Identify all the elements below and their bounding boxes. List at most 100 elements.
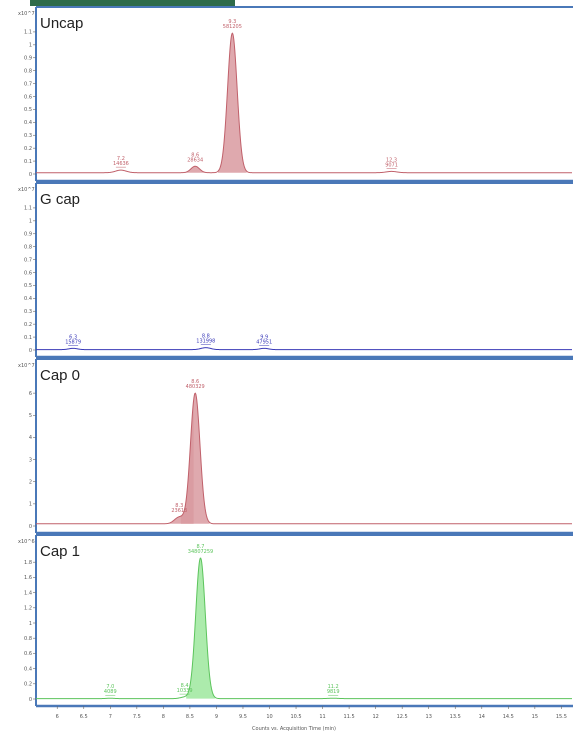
peak-label-rt: 8.6: [191, 379, 199, 385]
trace-line: [36, 347, 572, 351]
peak-label-area: 47951: [256, 339, 272, 345]
y-tick-label: 0.8: [24, 636, 32, 642]
trace-line: [36, 557, 572, 700]
y-tick-label: 1.6: [24, 575, 32, 581]
y-exponent-label: x10^7: [18, 187, 35, 193]
x-tick-label: 14.5: [503, 714, 514, 720]
y-tick-label: 0: [29, 697, 32, 703]
peak-label-area: 480329: [186, 384, 205, 390]
peak-label-rt: 8.7: [197, 544, 205, 550]
x-tick-label: 15: [532, 714, 538, 720]
y-tick-label: 0.5: [24, 283, 32, 289]
y-exponent-label: x10^7: [18, 11, 35, 17]
y-tick-label: 0.6: [24, 270, 32, 276]
x-tick-label: 15.5: [556, 714, 567, 720]
x-tick-label: 8.5: [186, 714, 194, 720]
x-tick-label: 9: [215, 714, 218, 720]
x-tick-label: 10: [266, 714, 272, 720]
y-tick-label: 1.1: [24, 206, 32, 212]
y-tick-label: 1: [29, 219, 32, 225]
x-tick-label: 10.5: [290, 714, 301, 720]
panel-2: 0 0.1 0.2 0.3 0.4 0.5 0.6 0.7 0.8 0.9 1 1.1 x10^7 G c…: [18, 182, 573, 359]
peak-label-rt: 8.4: [181, 683, 189, 689]
peak-label-area: 34807259: [188, 549, 213, 555]
y-tick-label: 6: [29, 391, 32, 397]
y-tick-label: 0.6: [24, 651, 32, 657]
y-tick-label: 0.9: [24, 232, 32, 238]
header-bar: [30, 0, 235, 6]
y-tick-label: 1: [29, 621, 32, 627]
y-tick-label: 1.4: [24, 590, 32, 596]
x-tick-label: 12: [372, 714, 378, 720]
panel-title: G cap: [40, 191, 80, 208]
y-tick-label: 4: [29, 435, 32, 441]
panel-1: 0 0.1 0.2 0.3 0.4 0.5 0.6 0.7 0.8 0.9 1 1.1 x10^7 Unc…: [18, 6, 573, 183]
y-tick-label: 0.3: [24, 309, 32, 315]
y-tick-label: 0.4: [24, 666, 32, 672]
y-exponent-label: x10^6: [18, 539, 35, 545]
y-tick-label: 0.8: [24, 68, 32, 74]
trace-line: [36, 32, 572, 174]
x-tick-label: 13: [426, 714, 432, 720]
y-tick-label: 1.1: [24, 30, 32, 36]
peak-fill: [180, 393, 210, 524]
peak-fill: [218, 33, 247, 173]
peak-label-area: 15879: [65, 339, 81, 345]
y-tick-label: 0.4: [24, 296, 32, 302]
peak-label-rt: 8.8: [202, 334, 210, 340]
trace-line: [36, 392, 572, 525]
y-tick-label: 0.6: [24, 94, 32, 100]
y-tick-label: 0.7: [24, 81, 32, 87]
y-tick-label: 5: [29, 413, 32, 419]
y-tick-label: 1.8: [24, 560, 32, 566]
y-tick-label: 1: [29, 502, 32, 508]
panel-title: Uncap: [40, 15, 83, 32]
y-tick-label: 3: [29, 457, 32, 463]
peak-label-rt: 8.6: [191, 152, 199, 158]
x-tick-label: 7: [109, 714, 112, 720]
y-tick-label: 0.2: [24, 322, 32, 328]
y-tick-label: 0.1: [24, 335, 32, 341]
y-tick-label: 0.2: [24, 146, 32, 152]
y-tick-label: 0.3: [24, 133, 32, 139]
y-tick-label: 0.9: [24, 56, 32, 62]
peak-label-rt: 11.2: [328, 684, 339, 690]
y-tick-label: 0: [29, 524, 32, 530]
peak-label-rt: 7.2: [117, 156, 125, 162]
x-axis-title: Counts vs. Acquisition Time (min): [252, 726, 336, 732]
peak-label-rt: 8.3: [175, 503, 183, 509]
y-tick-label: 1.2: [24, 606, 32, 612]
peak-fill: [186, 558, 215, 699]
x-tick-label: 11.5: [344, 714, 355, 720]
peak-label-area: 10339: [177, 688, 193, 694]
x-tick-label: 14: [479, 714, 485, 720]
panel-title: Cap 1: [40, 543, 80, 560]
y-exponent-label: x10^7: [18, 363, 35, 369]
x-tick-label: 13.5: [450, 714, 461, 720]
x-tick-label: 11: [319, 714, 325, 720]
peak-label-area: 9071: [385, 162, 398, 168]
peak-label-area: 23613: [171, 508, 187, 514]
peak-label-area: 581205: [223, 24, 242, 30]
y-tick-label: 0.1: [24, 159, 32, 165]
peak-label-rt: 12.3: [386, 157, 397, 163]
x-tick-label: 7.5: [133, 714, 141, 720]
y-tick-label: 1: [29, 43, 32, 49]
panel-title: Cap 0: [40, 367, 80, 384]
peak-label-area: 28634: [187, 157, 203, 163]
y-tick-label: 0.2: [24, 682, 32, 688]
x-tick-label: 12.5: [397, 714, 408, 720]
y-tick-label: 0.7: [24, 257, 32, 263]
y-tick-label: 2: [29, 480, 32, 486]
x-tick-label: 8: [162, 714, 165, 720]
peak-label-rt: 7.0: [106, 684, 114, 690]
x-tick-label: 6.5: [80, 714, 88, 720]
peak-label-area: 14636: [113, 161, 129, 167]
peak-label-rt: 6.3: [69, 334, 77, 340]
peak-label-rt: 9.9: [260, 334, 268, 340]
peak-label-area: 4089: [104, 689, 117, 695]
x-tick-label: 9.5: [239, 714, 247, 720]
